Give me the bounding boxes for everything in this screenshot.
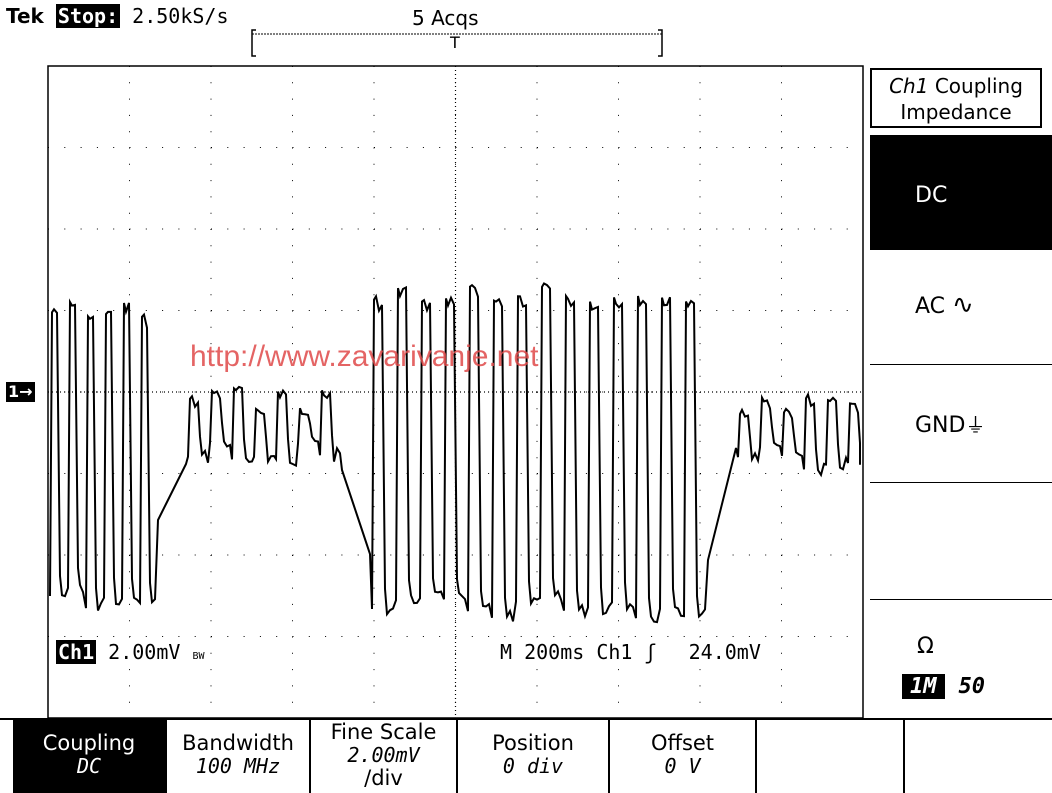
ch1-ground-marker: 1→ [6,382,35,402]
side-divider [870,249,1052,250]
bandwidth-limit-flag: BW [192,651,205,662]
svg-text:T: T [449,33,460,52]
coupling-button[interactable]: Coupling DC [13,720,165,793]
gnd-coupling-button[interactable]: GND⏚ [870,409,1052,438]
fine-scale-unit: /div [364,766,403,790]
side-menu-title-channel: Ch1 [889,74,929,98]
timebase-readout: M 200ms Ch1 ʃ 24.0mV [500,640,761,664]
gnd-label: GND [915,413,966,438]
acquisition-count: 5 Acqs [412,6,479,30]
ac-label: AC [915,294,946,319]
side-menu-title: Ch1 Coupling Impedance [870,68,1042,128]
side-divider [870,364,1052,365]
impedance-50-option[interactable]: 50 [958,674,986,699]
impedance-options[interactable]: 1M 50 [870,674,1052,699]
volts-per-div: 2.00mV [108,640,181,664]
trigger-source: Ch1 [596,640,633,664]
dc-coupling-button[interactable]: DC [870,135,1052,249]
side-menu-title-line2: Impedance [900,100,1012,124]
side-divider [870,599,1052,600]
bandwidth-value: 100 MHz [195,754,281,778]
empty-menu-button[interactable] [757,720,903,793]
timebase-value: M 200ms [500,640,585,664]
impedance-1m-option[interactable]: 1M [902,674,945,699]
record-bracket: T [251,29,663,57]
watermark: http://www.zavarivanje.net [190,340,539,373]
dc-label: DC [915,183,948,208]
ch1-scale-readout: Ch1 2.00mV BW [56,640,205,664]
brand-label: Tek [6,4,44,28]
trigger-level: 24.0mV [688,640,761,664]
side-divider [870,482,1052,483]
status-bar: Tek Stop: 2.50kS/s [6,4,229,28]
ac-wave-icon: ∿ [952,290,974,320]
position-label: Position [492,731,574,755]
menu-divider [456,720,458,793]
sample-rate: 2.50kS/s [132,4,229,28]
offset-value: 0 V [664,754,701,778]
bandwidth-label: Bandwidth [182,731,294,755]
fine-scale-button[interactable]: Fine Scale 2.00mV /div [311,720,456,793]
trigger-slope-icon: ʃ [644,640,657,664]
ac-coupling-button[interactable]: AC ∿ [870,290,1052,320]
menu-divider [755,720,757,793]
side-menu-title-text: Coupling [934,74,1023,98]
fine-scale-label: Fine Scale [330,720,437,744]
ohm-icon: Ω [917,634,934,659]
acquisition-state: Stop: [55,4,121,28]
fine-scale-value: 2.00mV [347,743,420,767]
ch1-trace [49,282,861,624]
menu-divider [309,720,311,793]
ground-icon: ⏚ [965,413,986,437]
empty-menu-button[interactable] [905,720,1052,793]
channel-label: Ch1 [56,640,97,664]
offset-button[interactable]: Offset 0 V [610,720,755,793]
impedance-button[interactable]: Ω [870,634,1052,659]
bottom-menu: Coupling DC Bandwidth 100 MHz Fine Scale… [0,718,1052,793]
menu-divider [608,720,610,793]
menu-divider [903,720,905,793]
position-button[interactable]: Position 0 div [458,720,608,793]
coupling-value: DC [76,754,102,778]
side-menu: Ch1 Coupling Impedance DC AC ∿ GND⏚ Ω 1M… [867,66,1052,719]
coupling-label: Coupling [42,731,136,755]
position-value: 0 div [502,754,564,778]
bandwidth-button[interactable]: Bandwidth 100 MHz [167,720,309,793]
offset-label: Offset [650,731,715,755]
menu-divider [165,720,167,793]
